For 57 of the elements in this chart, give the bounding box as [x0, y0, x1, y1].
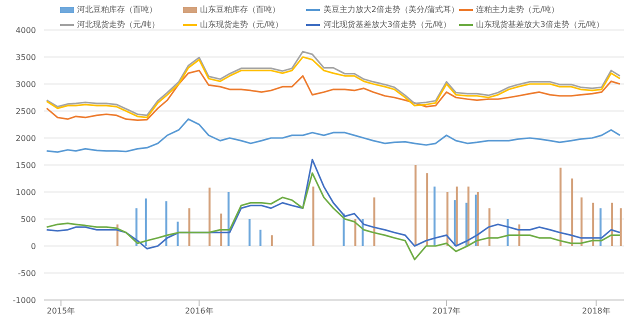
bar: [476, 192, 479, 246]
bar: [248, 219, 251, 246]
bar: [414, 165, 417, 246]
bar: [474, 194, 477, 246]
y-tick-label: 1000: [16, 188, 36, 197]
y-tick-label: 3000: [16, 80, 36, 89]
bar: [188, 208, 190, 246]
bar: [144, 198, 147, 246]
legend-label: 河北现货基差放大3倍走势（元/吨）: [323, 19, 452, 30]
y-tick-label: 2500: [16, 106, 36, 116]
legend-label: 河北现货走势（元/吨）: [77, 19, 160, 30]
bar: [611, 202, 614, 246]
bar: [165, 201, 168, 246]
x-tick-label: 2017年: [432, 306, 461, 316]
bar: [354, 219, 356, 246]
bar: [426, 173, 428, 246]
legend-label: 河北豆粕库存（百吨）: [77, 4, 157, 15]
bar: [312, 186, 314, 246]
bar: [465, 202, 468, 246]
line-series: [46, 158, 621, 250]
bar: [434, 186, 436, 246]
x-tick-label: 2015年: [46, 306, 76, 316]
bar: [580, 197, 583, 246]
bar: [571, 178, 574, 246]
bar: [454, 200, 456, 246]
y-tick-label: 2000: [16, 134, 36, 143]
legend-label: 连粕主力走势（元/吨）: [476, 4, 559, 15]
bar: [228, 192, 230, 246]
legend-label: 美豆主力放大2倍走势（美分/蒲式耳）: [323, 4, 460, 15]
y-tick-label: 0: [30, 242, 36, 251]
bar: [592, 202, 594, 246]
y-tick-label: -1000: [12, 296, 36, 305]
x-tick-label: 2016年: [184, 306, 214, 316]
y-tick-label: 3500: [16, 52, 36, 62]
bar: [620, 208, 622, 246]
y-tick-label: 500: [20, 214, 36, 224]
bar: [208, 188, 211, 246]
y-tick-label: 1500: [16, 160, 36, 170]
line-series: [46, 70, 621, 121]
bar: [560, 168, 562, 246]
bar: [176, 222, 179, 246]
bar: [259, 230, 262, 246]
bar: [456, 186, 458, 246]
line-series: [46, 118, 621, 153]
bar: [373, 197, 376, 246]
y-tick-label: -500: [18, 268, 36, 278]
y-tick-label: 4000: [16, 26, 36, 35]
legend-label: 山东豆粕库存（百吨）: [200, 4, 280, 15]
x-tick-label: 2018年: [582, 306, 610, 316]
bar: [488, 208, 490, 246]
legend-label: 山东现货走势（元/吨）: [200, 19, 283, 30]
legend-label: 山东现货基差放大3倍走势（元/吨）: [476, 19, 604, 30]
bar: [467, 186, 470, 246]
bar: [270, 235, 273, 246]
bar: [600, 208, 602, 246]
line-series: [46, 172, 621, 260]
bar: [446, 192, 448, 246]
